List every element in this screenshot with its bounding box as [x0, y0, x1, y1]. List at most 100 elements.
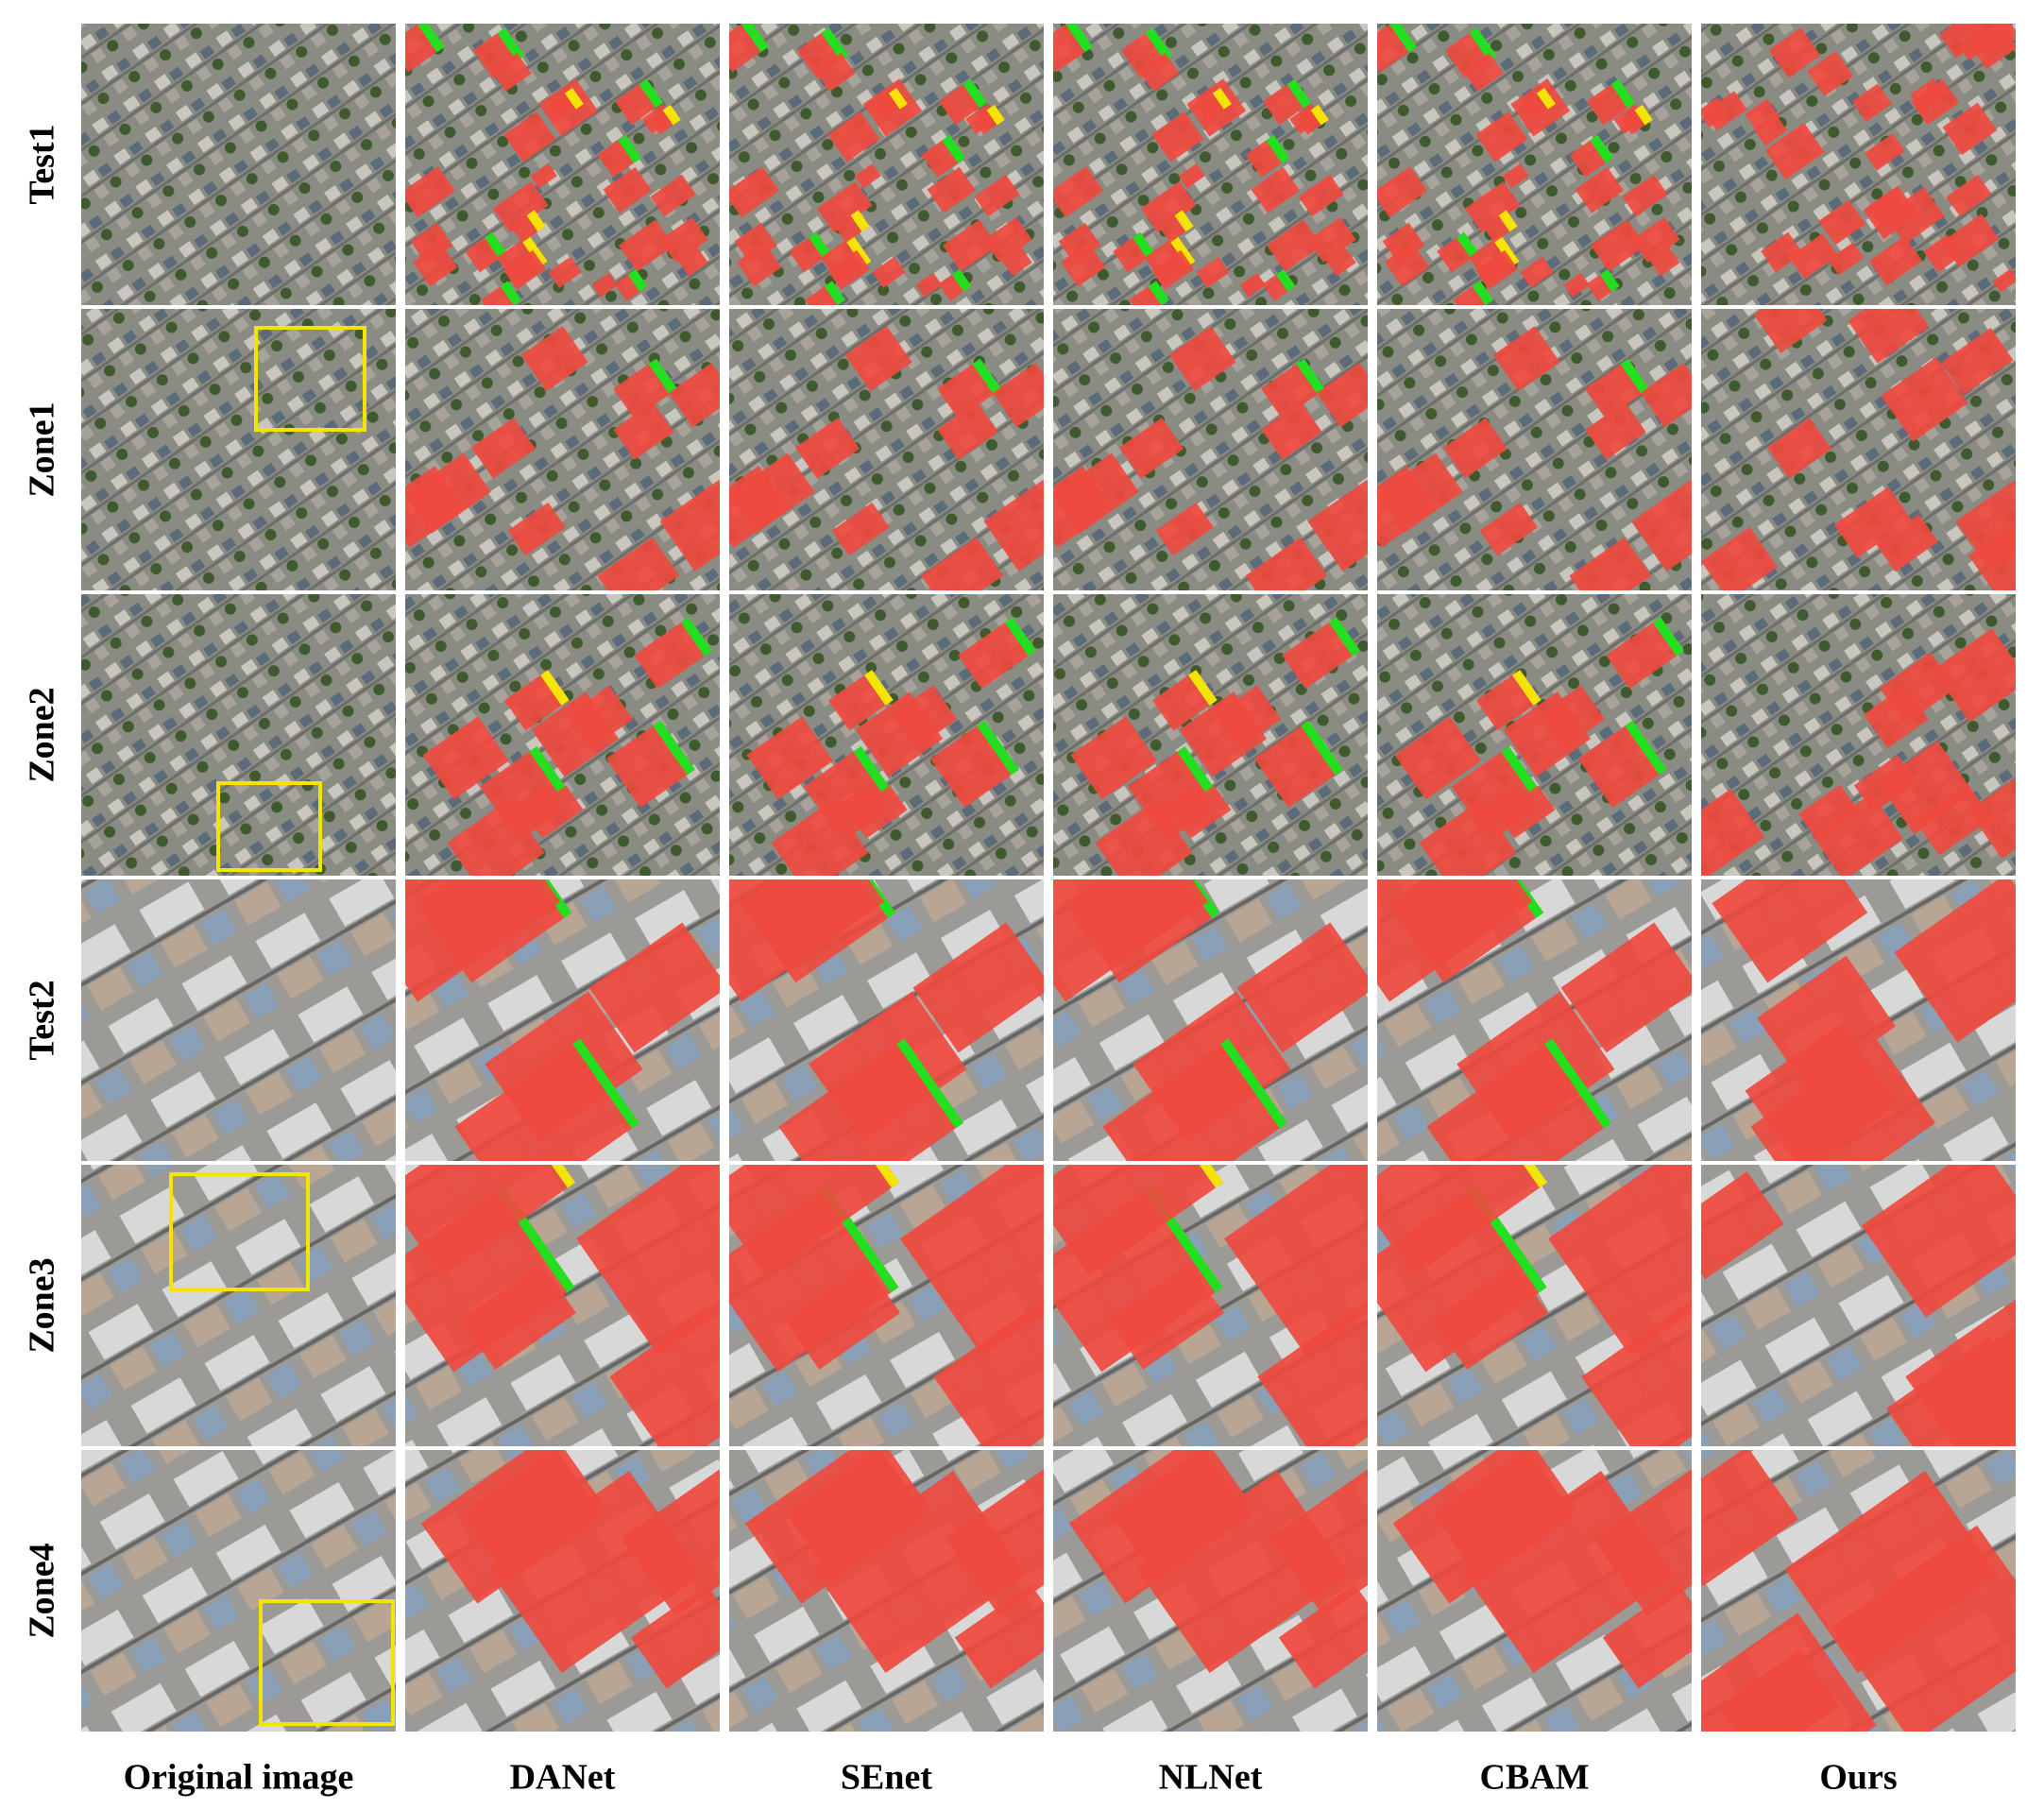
cell-content — [81, 309, 396, 590]
building-mask — [1851, 83, 1892, 122]
error-mask — [896, 1038, 963, 1129]
building-mask — [603, 166, 653, 213]
error-mask — [844, 234, 872, 267]
image-cell — [1377, 879, 1692, 1161]
building-mask — [1581, 1292, 1692, 1446]
error-mask — [529, 745, 568, 795]
error-mask — [972, 358, 1002, 395]
building-mask — [1377, 166, 1428, 218]
error-mask — [618, 134, 642, 163]
building-mask — [1967, 769, 2016, 859]
cell-content — [405, 1165, 720, 1446]
aerial-image — [81, 594, 396, 876]
error-mask — [1188, 670, 1218, 706]
building-mask — [1119, 418, 1184, 479]
building-mask — [1938, 24, 1990, 59]
aerial-image — [81, 1450, 396, 1732]
building-mask — [503, 111, 556, 162]
error-mask — [808, 231, 831, 259]
error-mask — [1220, 1038, 1287, 1129]
building-mask — [933, 1292, 1044, 1446]
building-mask — [1053, 166, 1104, 218]
building-mask — [1463, 52, 1504, 92]
building-mask — [1433, 1450, 1576, 1576]
building-mask — [1316, 363, 1368, 428]
building-mask — [1833, 486, 1912, 558]
building-mask — [849, 785, 908, 839]
building-mask — [1563, 272, 1591, 298]
building-mask — [734, 222, 777, 265]
building-mask — [1969, 24, 2016, 70]
cell-content — [1053, 1450, 1368, 1732]
error-mask — [853, 745, 892, 795]
building-mask — [1502, 162, 1529, 189]
building-mask — [613, 401, 674, 460]
building-mask — [1767, 418, 1832, 479]
image-cell — [1701, 1165, 2016, 1446]
error-mask — [986, 104, 1005, 126]
building-mask — [1768, 27, 1821, 78]
building-mask — [1933, 628, 2016, 723]
building-mask — [1569, 537, 1652, 590]
building-mask — [1382, 222, 1425, 265]
building-mask — [1885, 1336, 2016, 1446]
building-mask — [507, 502, 566, 556]
building-mask — [1307, 216, 1356, 263]
building-mask — [668, 363, 720, 428]
building-mask — [1503, 691, 1592, 777]
error-mask — [1301, 720, 1343, 776]
building-mask — [520, 326, 588, 392]
building-mask — [1443, 418, 1508, 479]
building-mask — [1915, 783, 1992, 856]
error-mask — [1275, 269, 1296, 292]
building-mask — [729, 166, 780, 218]
building-mask — [1464, 180, 1521, 233]
error-mask — [417, 24, 445, 53]
cell-content — [1053, 24, 1368, 305]
building-mask — [1239, 272, 1267, 298]
building-mask — [454, 1038, 639, 1161]
aerial-image — [1701, 24, 2016, 305]
error-mask — [1132, 231, 1155, 259]
error-mask — [500, 281, 521, 305]
image-cell — [1377, 1165, 1692, 1446]
building-mask — [1631, 479, 1692, 572]
error-mask — [508, 1165, 576, 1188]
building-mask — [1245, 537, 1328, 590]
error-mask — [1610, 78, 1636, 109]
image-cell — [405, 879, 720, 1161]
building-mask — [597, 537, 680, 590]
building-mask — [461, 1450, 605, 1576]
aerial-image — [1053, 24, 1368, 305]
building-mask — [1812, 793, 1904, 876]
aerial-image — [81, 309, 396, 590]
building-mask — [1788, 233, 1838, 280]
image-cell — [81, 309, 396, 590]
image-cell — [405, 309, 720, 590]
image-cell — [1701, 1450, 2016, 1732]
building-mask — [405, 1165, 576, 1277]
error-mask — [540, 670, 570, 706]
error-mask — [497, 27, 525, 61]
building-mask — [1718, 1649, 1840, 1732]
building-mask — [531, 691, 620, 777]
building-mask — [1757, 955, 1896, 1089]
error-mask — [1652, 617, 1685, 657]
building-mask — [1868, 235, 1923, 286]
cell-content — [405, 1450, 720, 1732]
error-mask — [1065, 24, 1093, 53]
image-cell — [1377, 24, 1692, 305]
building-mask — [983, 216, 1032, 263]
error-mask — [648, 358, 678, 395]
image-cell — [729, 1450, 1044, 1732]
cell-content — [81, 1165, 396, 1446]
building-mask — [1377, 1165, 1548, 1277]
error-mask — [680, 617, 713, 657]
cell-content — [1377, 879, 1692, 1161]
cell-content — [1053, 879, 1368, 1161]
building-mask — [1168, 326, 1236, 392]
zoom-box — [216, 781, 322, 872]
cell-content — [405, 594, 720, 876]
building-mask — [525, 785, 584, 839]
building-mask — [1102, 1038, 1287, 1161]
